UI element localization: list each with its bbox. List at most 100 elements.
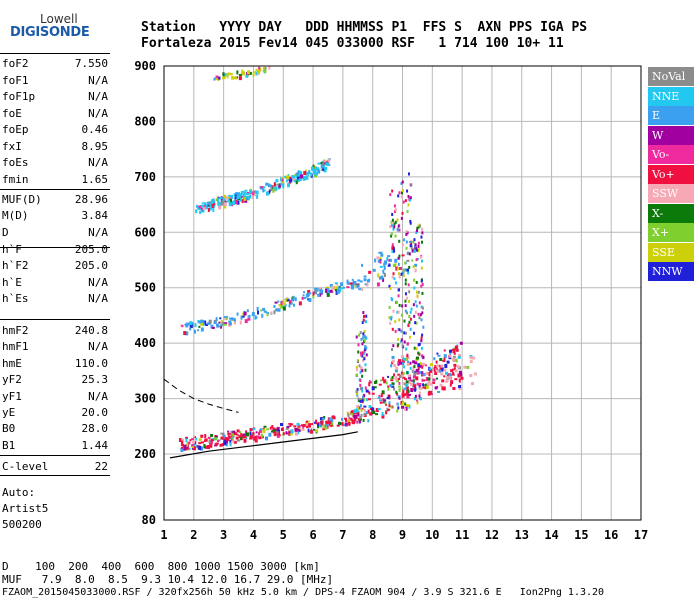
param-key: hmF2 bbox=[2, 324, 29, 337]
data-point bbox=[405, 357, 409, 361]
data-point bbox=[397, 294, 400, 298]
data-point bbox=[416, 399, 419, 402]
data-point bbox=[336, 424, 340, 427]
data-point bbox=[405, 383, 409, 387]
data-point bbox=[398, 318, 401, 322]
data-point bbox=[343, 424, 346, 427]
param-key: fmin bbox=[2, 173, 29, 186]
param-key: MUF(D) bbox=[2, 193, 42, 206]
data-point bbox=[221, 443, 224, 447]
logo-lowell: Lowell bbox=[40, 12, 78, 26]
data-point bbox=[297, 425, 300, 430]
data-point bbox=[349, 417, 353, 421]
data-point bbox=[363, 405, 367, 408]
data-point bbox=[417, 363, 421, 368]
data-point bbox=[377, 259, 380, 263]
data-point bbox=[458, 385, 462, 389]
data-point bbox=[180, 441, 183, 446]
muf-curve bbox=[163, 378, 239, 413]
data-point bbox=[403, 319, 406, 323]
data-point bbox=[389, 225, 392, 229]
data-point bbox=[316, 287, 319, 292]
param-key: foF1 bbox=[2, 74, 29, 87]
chart-marks bbox=[178, 66, 477, 452]
data-point bbox=[445, 371, 449, 375]
data-point bbox=[224, 73, 228, 77]
data-point bbox=[368, 391, 371, 394]
data-point bbox=[236, 312, 239, 316]
data-point bbox=[387, 255, 391, 258]
data-point bbox=[358, 420, 361, 424]
data-point bbox=[362, 318, 365, 322]
data-point bbox=[437, 390, 441, 393]
data-point bbox=[209, 206, 212, 211]
data-point bbox=[401, 254, 405, 257]
data-point bbox=[191, 446, 195, 450]
data-point bbox=[420, 284, 423, 288]
data-point bbox=[290, 429, 294, 434]
data-point bbox=[228, 317, 232, 320]
data-point bbox=[240, 437, 243, 441]
data-point bbox=[212, 207, 215, 212]
data-point bbox=[256, 306, 259, 311]
data-point bbox=[435, 360, 438, 364]
data-point bbox=[198, 445, 202, 450]
data-point bbox=[402, 238, 405, 242]
param-value: N/A bbox=[88, 107, 108, 120]
data-point bbox=[425, 386, 429, 390]
data-point bbox=[404, 199, 407, 203]
data-point bbox=[332, 286, 335, 289]
data-point bbox=[260, 187, 264, 190]
data-point bbox=[410, 307, 413, 311]
param-key: h`F2 bbox=[2, 259, 29, 272]
data-point bbox=[403, 387, 407, 391]
data-point bbox=[185, 446, 189, 450]
data-point bbox=[409, 310, 412, 314]
data-point bbox=[400, 355, 404, 359]
data-point bbox=[219, 443, 223, 447]
data-point bbox=[345, 423, 348, 426]
side-auto: Auto: bbox=[2, 486, 36, 499]
legend-item: Vo+ bbox=[648, 164, 694, 184]
data-point bbox=[407, 324, 410, 328]
data-point bbox=[277, 300, 280, 303]
data-point bbox=[216, 323, 220, 328]
data-point bbox=[396, 409, 399, 413]
data-point bbox=[439, 358, 443, 362]
param-row: h`F2 205.0 bbox=[2, 258, 108, 274]
data-point bbox=[368, 270, 372, 274]
data-point bbox=[406, 354, 409, 358]
data-point bbox=[367, 419, 370, 423]
data-point bbox=[250, 435, 254, 439]
data-point bbox=[361, 287, 364, 291]
data-point bbox=[365, 353, 368, 357]
data-point bbox=[189, 324, 193, 329]
data-point bbox=[409, 219, 412, 223]
data-point bbox=[397, 406, 400, 410]
param-key: foF1p bbox=[2, 90, 36, 103]
data-point bbox=[356, 359, 359, 363]
data-point bbox=[302, 176, 306, 181]
data-point bbox=[408, 393, 412, 396]
data-point bbox=[233, 440, 237, 444]
data-point bbox=[395, 366, 399, 370]
data-point bbox=[248, 314, 251, 317]
data-point bbox=[429, 368, 433, 373]
x-tick-label: 15 bbox=[574, 528, 588, 542]
data-point bbox=[225, 317, 228, 320]
data-point bbox=[255, 68, 258, 71]
data-point bbox=[272, 431, 276, 434]
data-point bbox=[427, 380, 431, 384]
data-point bbox=[448, 373, 452, 377]
data-point bbox=[258, 432, 261, 436]
data-point bbox=[420, 255, 423, 259]
data-point bbox=[290, 302, 293, 305]
data-point bbox=[363, 275, 367, 278]
data-point bbox=[448, 376, 452, 380]
data-point bbox=[197, 207, 200, 210]
data-point bbox=[305, 293, 309, 298]
data-point bbox=[405, 232, 408, 236]
data-point bbox=[226, 74, 229, 79]
param-row: foEp 0.46 bbox=[2, 122, 108, 138]
data-point bbox=[418, 342, 421, 346]
